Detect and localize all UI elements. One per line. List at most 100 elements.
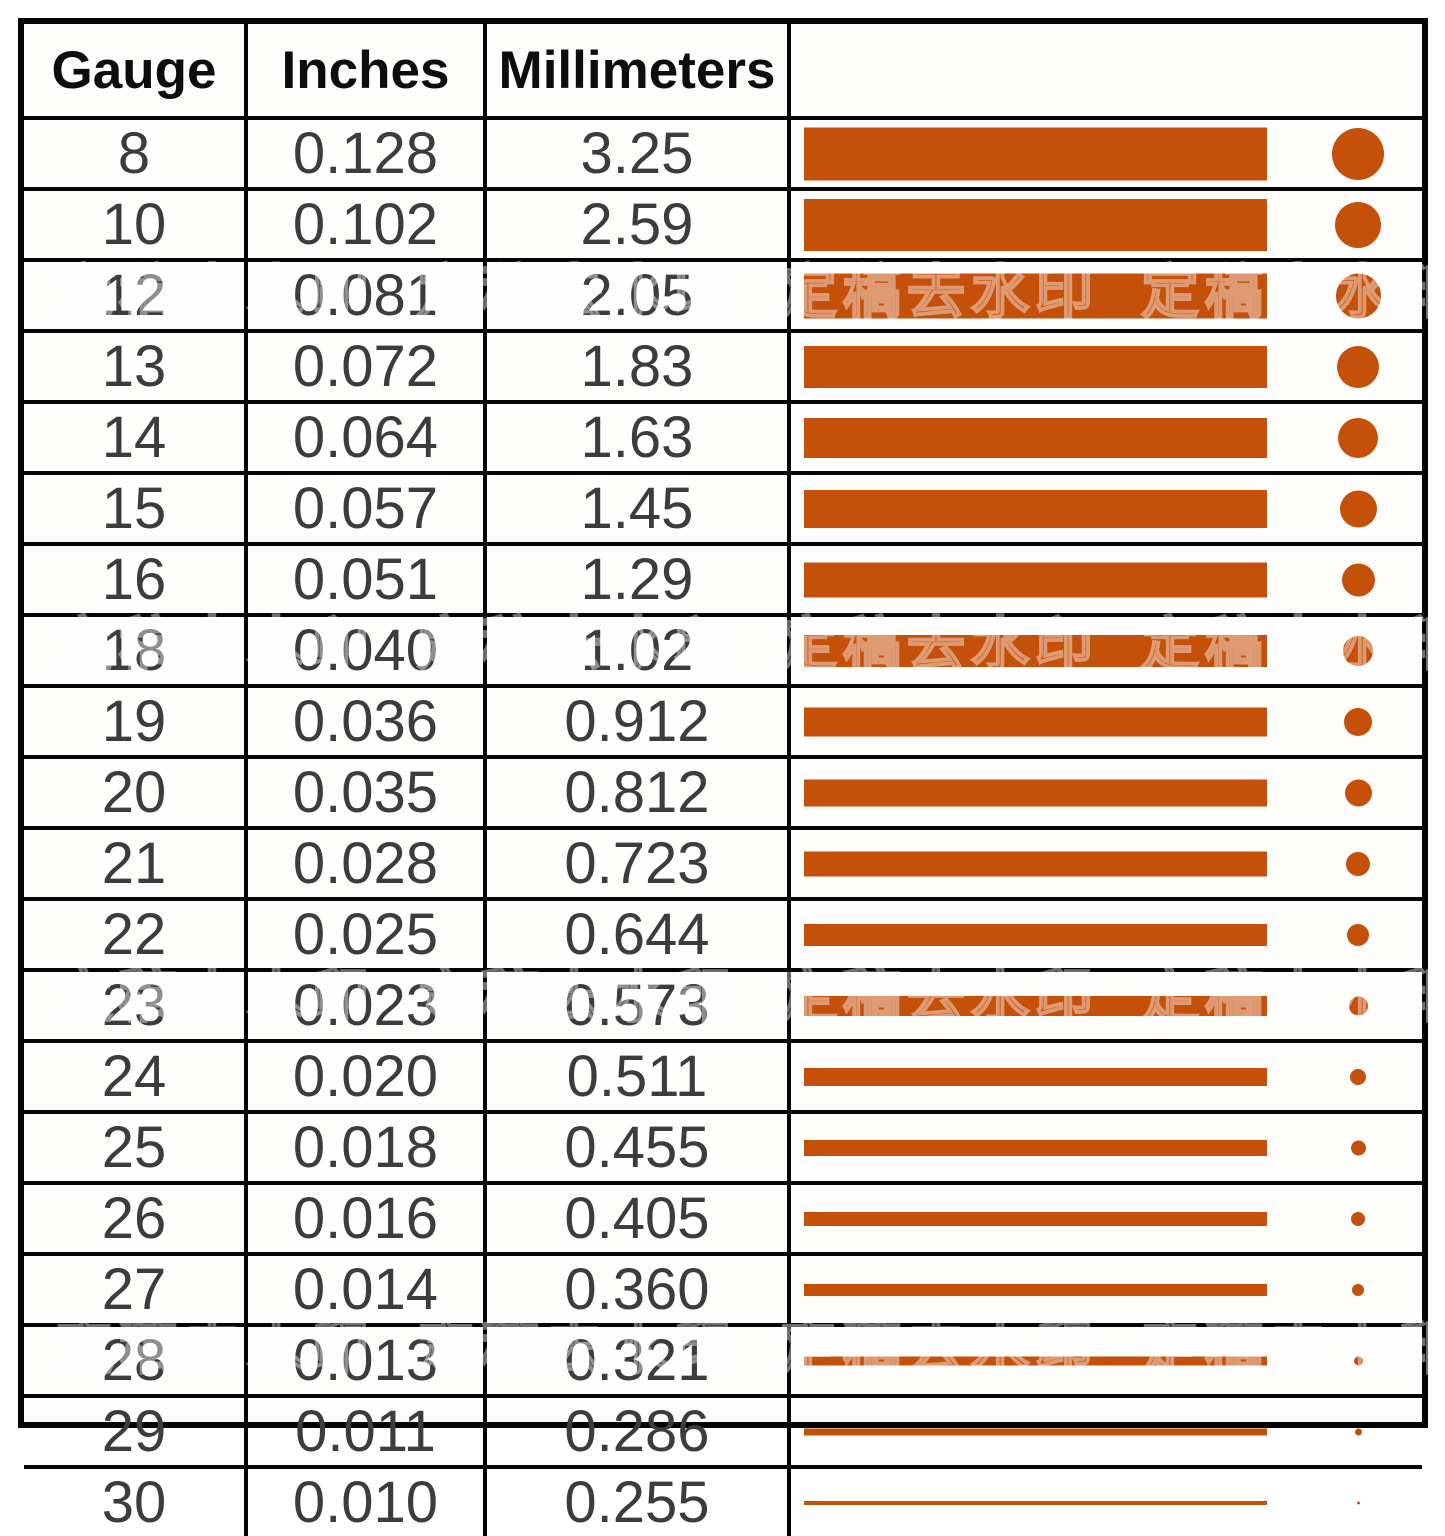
- gauge-cell: 26: [24, 1185, 248, 1256]
- gauge-cell: 20: [24, 759, 248, 830]
- column-header-gauge: Gauge: [24, 24, 248, 120]
- wire-cross-section-dot: [1352, 1283, 1364, 1296]
- gauge-cell: 14: [24, 404, 248, 475]
- inches-cell: 0.035: [248, 759, 487, 830]
- inches-cell: 0.057: [248, 475, 487, 546]
- millimeters-cell: 0.286: [487, 1398, 791, 1469]
- inches-cell: 0.064: [248, 404, 487, 475]
- wire-cross-section-dot: [1350, 1140, 1366, 1155]
- wire-thickness-bar: [804, 995, 1267, 1016]
- wire-thickness-bar: [804, 779, 1267, 806]
- wire-cross-section-dot: [1346, 851, 1370, 876]
- visual-cell: [791, 404, 1422, 475]
- wire-cross-section-dot: [1351, 1211, 1365, 1226]
- visual-cell: [791, 901, 1422, 972]
- millimeters-cell: 0.255: [487, 1469, 791, 1536]
- wire-cross-section-dot: [1332, 127, 1384, 180]
- visual-cell: [791, 475, 1422, 546]
- wire-thickness-bar: [804, 1067, 1267, 1086]
- visual-cell: [791, 546, 1422, 617]
- wire-thickness-bar: [804, 198, 1267, 251]
- inches-cell: 0.051: [248, 546, 487, 617]
- column-header-inches: Inches: [248, 24, 487, 120]
- visual-cell: [791, 759, 1422, 830]
- column-header-visual: [791, 24, 1422, 120]
- millimeters-cell: 2.05: [487, 262, 791, 333]
- gauge-cell: 13: [24, 333, 248, 404]
- gauge-cell: 24: [24, 1043, 248, 1114]
- inches-cell: 0.011: [248, 1398, 487, 1469]
- column-header-millimeters: Millimeters: [487, 24, 791, 120]
- wire-thickness-bar: [804, 851, 1267, 876]
- millimeters-cell: 1.63: [487, 404, 791, 475]
- visual-cell: [791, 1256, 1422, 1327]
- visual-cell: [791, 333, 1422, 404]
- millimeters-cell: 0.912: [487, 688, 791, 759]
- wire-cross-section-dot: [1335, 201, 1381, 248]
- wire-gauge-table: Gauge Inches Millimeters 8 0.128 3.25 10 0.1…: [18, 18, 1428, 1536]
- wire-thickness-bar: [804, 562, 1267, 597]
- gauge-cell: 27: [24, 1256, 248, 1327]
- wire-thickness-bar: [804, 634, 1267, 667]
- inches-cell: 0.023: [248, 972, 487, 1043]
- inches-cell: 0.081: [248, 262, 487, 333]
- wire-thickness-bar: [804, 345, 1267, 388]
- gauge-cell: 30: [24, 1469, 248, 1536]
- millimeters-cell: 0.455: [487, 1114, 791, 1185]
- millimeters-cell: 0.321: [487, 1327, 791, 1398]
- wire-cross-section-dot: [1348, 996, 1368, 1015]
- inches-cell: 0.013: [248, 1327, 487, 1398]
- visual-cell: [791, 1398, 1422, 1469]
- millimeters-cell: 0.812: [487, 759, 791, 830]
- wire-thickness-bar: [804, 417, 1267, 458]
- wire-thickness-bar: [804, 1356, 1267, 1365]
- wire-cross-section-dot: [1337, 345, 1379, 388]
- wire-cross-section-dot: [1344, 779, 1372, 806]
- wire-cross-section-dot: [1341, 563, 1375, 596]
- inches-cell: 0.102: [248, 191, 487, 262]
- gauge-cell: 23: [24, 972, 248, 1043]
- wire-cross-section-dot: [1335, 273, 1381, 318]
- wire-thickness-bar: [804, 1211, 1267, 1226]
- gauge-cell: 21: [24, 830, 248, 901]
- wire-thickness-bar: [804, 1283, 1267, 1296]
- visual-cell: [791, 830, 1422, 901]
- gauge-cell: 8: [24, 120, 248, 191]
- gauge-cell: 29: [24, 1398, 248, 1469]
- visual-cell: [791, 1114, 1422, 1185]
- gauge-cell: 22: [24, 901, 248, 972]
- millimeters-cell: 1.45: [487, 475, 791, 546]
- wire-thickness-bar: [804, 1500, 1267, 1505]
- wire-thickness-bar: [804, 489, 1267, 528]
- millimeters-cell: 1.02: [487, 617, 791, 688]
- inches-cell: 0.018: [248, 1114, 487, 1185]
- inches-cell: 0.028: [248, 830, 487, 901]
- visual-cell: [791, 1043, 1422, 1114]
- visual-cell: [791, 617, 1422, 688]
- inches-cell: 0.020: [248, 1043, 487, 1114]
- visual-cell: [791, 1469, 1422, 1536]
- wire-cross-section-dot: [1338, 417, 1378, 458]
- millimeters-cell: 0.723: [487, 830, 791, 901]
- wire-cross-section-dot: [1356, 1501, 1360, 1504]
- millimeters-cell: 3.25: [487, 120, 791, 191]
- visual-cell: [791, 120, 1422, 191]
- wire-thickness-bar: [804, 923, 1267, 946]
- gauge-cell: 12: [24, 262, 248, 333]
- wire-cross-section-dot: [1339, 490, 1377, 527]
- gauge-cell: 15: [24, 475, 248, 546]
- millimeters-cell: 0.360: [487, 1256, 791, 1327]
- wire-thickness-bar: [804, 127, 1267, 180]
- inches-cell: 0.016: [248, 1185, 487, 1256]
- wire-cross-section-dot: [1347, 923, 1369, 946]
- wire-cross-section-dot: [1344, 707, 1372, 736]
- gauge-cell: 10: [24, 191, 248, 262]
- gauge-cell: 19: [24, 688, 248, 759]
- inches-cell: 0.036: [248, 688, 487, 759]
- millimeters-cell: 0.405: [487, 1185, 791, 1256]
- millimeters-cell: 1.83: [487, 333, 791, 404]
- inches-cell: 0.072: [248, 333, 487, 404]
- visual-cell: [791, 262, 1422, 333]
- millimeters-cell: 0.573: [487, 972, 791, 1043]
- visual-cell: [791, 1327, 1422, 1398]
